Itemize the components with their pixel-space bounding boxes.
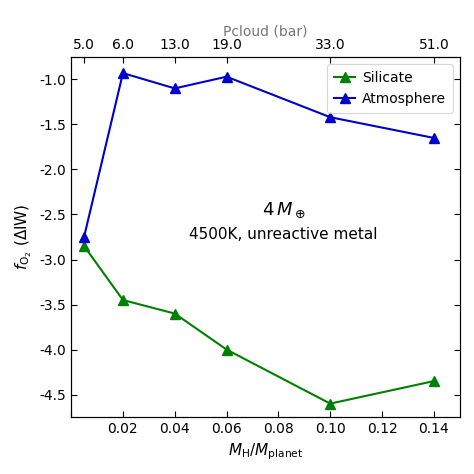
Silicate [328, 401, 333, 406]
Line: Atmosphere: Atmosphere [79, 68, 439, 242]
Silicate [81, 243, 87, 249]
Silicate [172, 311, 178, 317]
Atmosphere [120, 70, 126, 76]
Atmosphere [81, 234, 87, 240]
Text: 4500K, unreactive metal: 4500K, unreactive metal [189, 227, 378, 242]
Silicate [224, 347, 229, 353]
Y-axis label: $f_{\rm O_2}$ ($\Delta$IW): $f_{\rm O_2}$ ($\Delta$IW) [13, 204, 34, 270]
Text: $4\,M_\oplus$: $4\,M_\oplus$ [262, 201, 305, 219]
Silicate [120, 297, 126, 303]
X-axis label: $M_{\rm H}/M_{\rm planet}$: $M_{\rm H}/M_{\rm planet}$ [228, 442, 303, 462]
Atmosphere [431, 135, 437, 141]
Line: Silicate: Silicate [79, 241, 439, 409]
Legend: Silicate, Atmosphere: Silicate, Atmosphere [327, 64, 453, 113]
X-axis label: Pcloud (bar): Pcloud (bar) [223, 24, 308, 38]
Atmosphere [172, 86, 178, 91]
Silicate [431, 378, 437, 384]
Atmosphere [328, 114, 333, 120]
Atmosphere [224, 74, 229, 80]
